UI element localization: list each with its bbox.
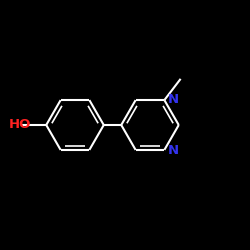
Text: HO: HO <box>9 118 31 132</box>
Text: N: N <box>168 144 178 158</box>
Text: N: N <box>168 92 178 106</box>
